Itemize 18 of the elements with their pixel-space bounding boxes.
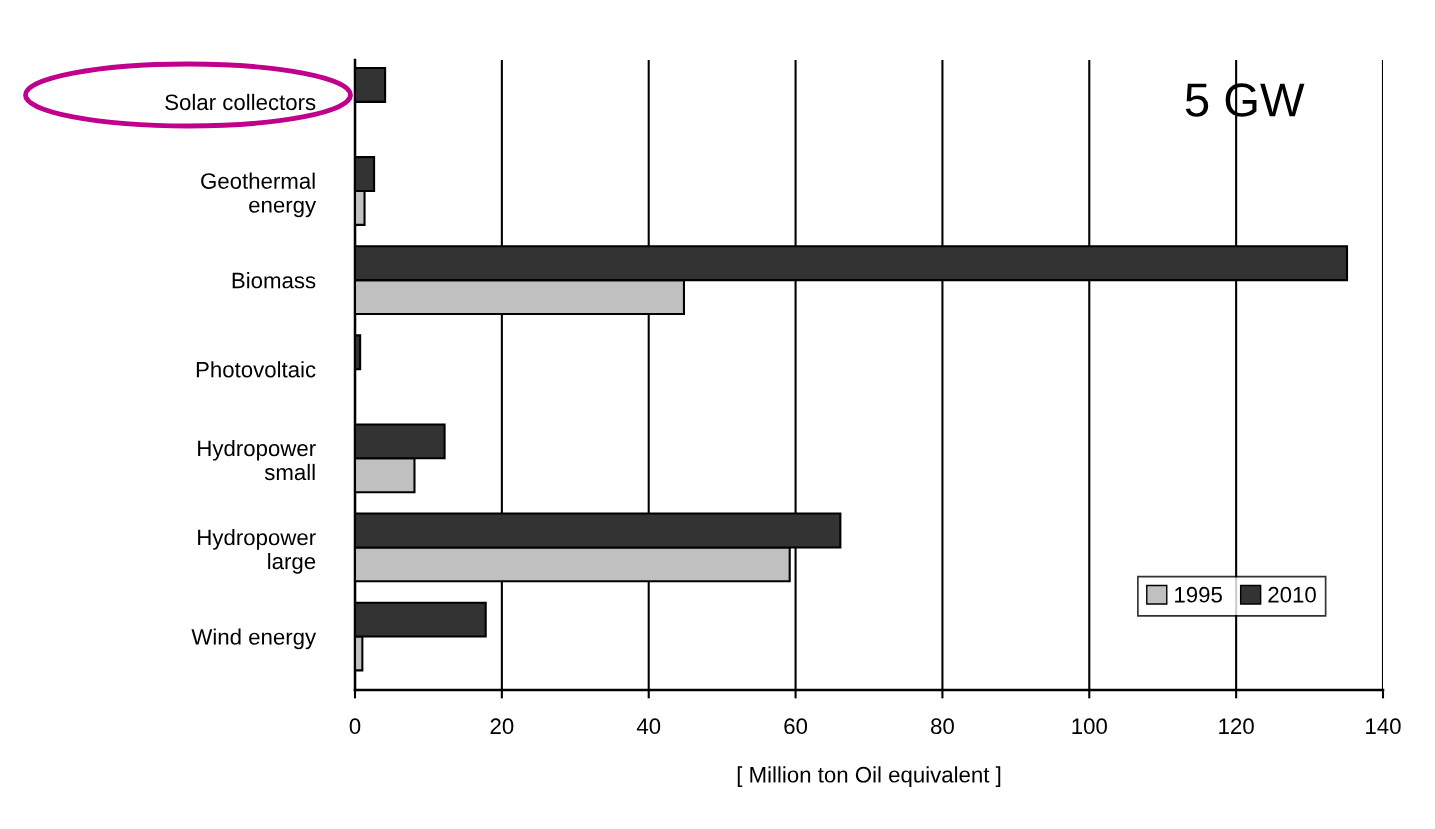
- x-tick-label: 40: [636, 718, 661, 735]
- x-tick-label: 20: [490, 718, 514, 735]
- x-tick-label: 140: [1366, 718, 1401, 735]
- y-tick-label: Biomass: [232, 272, 316, 289]
- y-tick-label: Solar collectors: [165, 93, 316, 111]
- y-tick-label: Hydropower large: [198, 529, 316, 574]
- y-tick-label: Geothermal energy: [201, 172, 317, 218]
- x-tick-label: 60: [784, 718, 808, 735]
- x-tick-label: 80: [931, 718, 954, 735]
- y-tick-label: Hydropower small: [198, 439, 316, 481]
- legend-label: 1995: [1175, 586, 1222, 603]
- y-tick-label: Wind energy: [191, 628, 317, 650]
- legend-label: 2010: [1268, 586, 1316, 603]
- x-tick-label: 100: [1072, 718, 1107, 735]
- x-axis-title: [ Million ton Oil equivalent ]: [737, 766, 1001, 787]
- y-tick-label: Photovoltaic: [196, 361, 316, 378]
- x-tick-label: 0: [349, 718, 361, 735]
- x-tick-label: 120: [1219, 718, 1254, 735]
